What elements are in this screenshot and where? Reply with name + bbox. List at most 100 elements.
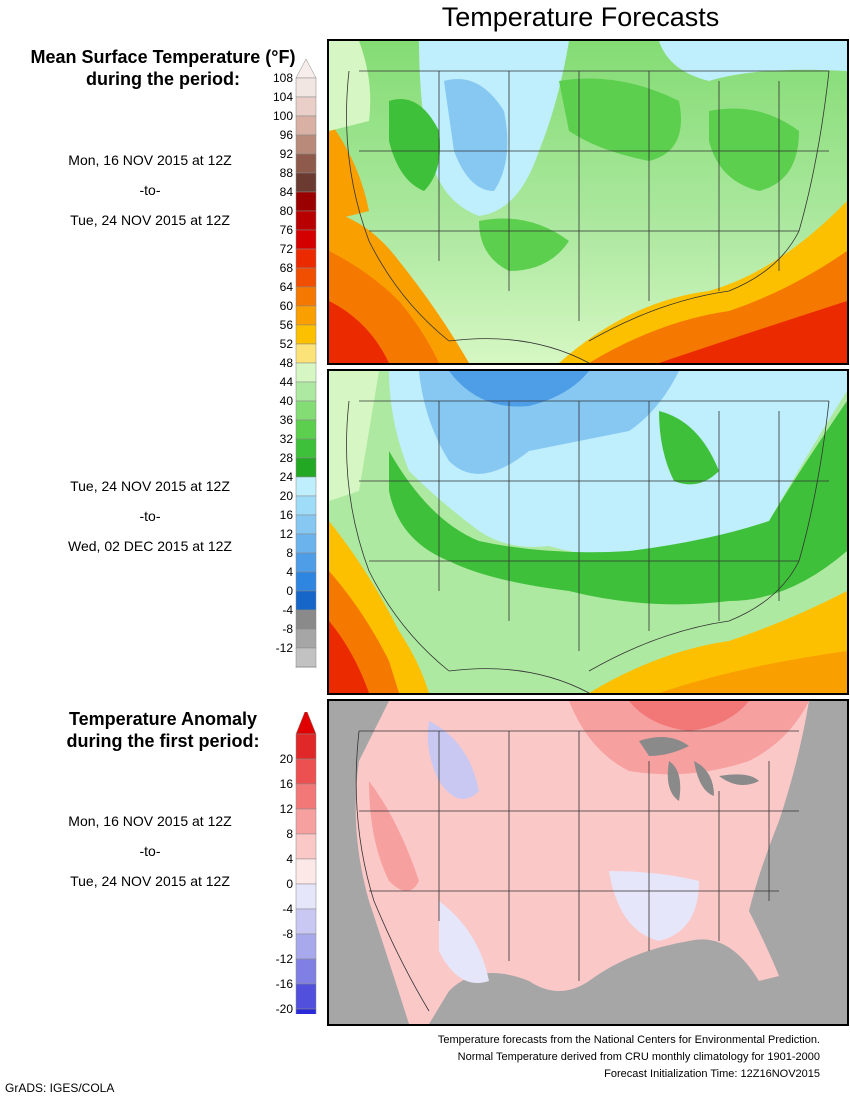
colorbar-tick-label: 64 <box>280 280 294 294</box>
colorbar-swatch <box>295 783 317 810</box>
forecast-week2-map <box>327 369 849 695</box>
colorbar-top-arrow <box>295 712 317 735</box>
colorbar-swatch <box>295 571 317 592</box>
colorbar-tick-label: 104 <box>273 90 293 104</box>
colorbar-swatch <box>295 908 317 935</box>
colorbar-tick-label: 44 <box>280 375 294 389</box>
colorbar-tick-label: 28 <box>280 451 294 465</box>
colorbar-swatch <box>295 457 317 478</box>
colorbar-swatch <box>295 983 317 1010</box>
colorbar-tick-label: 108 <box>273 71 293 85</box>
anomaly-colorbar-boxes <box>295 712 317 1014</box>
mean-colorbar-ticks: 1081041009692888480767268646056524844403… <box>273 71 293 655</box>
colorbar-tick-label: -8 <box>282 927 293 941</box>
period2-separator: -to- <box>139 508 161 524</box>
colorbar-swatch <box>295 172 317 193</box>
period1-start: Mon, 16 NOV 2015 at 12Z <box>68 152 232 168</box>
colorbar-swatch <box>295 343 317 364</box>
colorbar-swatch <box>295 590 317 611</box>
colorbar-swatch <box>295 666 317 668</box>
period1-end: Tue, 24 NOV 2015 at 12Z <box>70 212 230 228</box>
forecast-week1-map <box>327 39 849 365</box>
footer-notes: Temperature forecasts from the National … <box>300 1032 820 1083</box>
colorbar-swatch <box>295 115 317 136</box>
mean-temp-heading-line1: Mean Surface Temperature (°F) <box>30 47 296 67</box>
colorbar-swatch <box>295 286 317 307</box>
colorbar-swatch <box>295 733 317 760</box>
colorbar-tick-label: -20 <box>276 1002 294 1014</box>
colorbar-tick-label: 8 <box>286 546 293 560</box>
colorbar-swatch <box>295 324 317 345</box>
colorbar-swatch <box>295 647 317 668</box>
colorbar-swatch <box>295 858 317 885</box>
period1-separator: -to- <box>139 182 161 198</box>
colorbar-tick-label: 0 <box>286 584 293 598</box>
colorbar-tick-label: 56 <box>280 318 294 332</box>
colorbar-swatch <box>295 400 317 421</box>
colorbar-tick-label: -12 <box>276 641 294 655</box>
colorbar-tick-label: -4 <box>282 902 293 916</box>
colorbar-tick-label: -4 <box>282 603 293 617</box>
colorbar-tick-label: 100 <box>273 109 293 123</box>
colorbar-tick-label: 92 <box>280 147 294 161</box>
colorbar-tick-label: 36 <box>280 413 294 427</box>
colorbar-swatch <box>295 758 317 785</box>
colorbar-swatch <box>295 883 317 910</box>
colorbar-swatch <box>295 933 317 960</box>
colorbar-tick-label: 48 <box>280 356 294 370</box>
colorbar-tick-label: 0 <box>286 877 293 891</box>
colorbar-swatch <box>295 833 317 860</box>
colorbar-swatch <box>295 1008 317 1014</box>
colorbar-tick-label: 80 <box>280 204 294 218</box>
page-title: Temperature Forecasts <box>441 2 720 32</box>
colorbar-swatch <box>295 609 317 630</box>
anomaly-colorbar: 20 16 12 8 4 0 -4 -8 -12 -16 -20 <box>276 712 317 1014</box>
colorbar-swatch <box>295 191 317 212</box>
colorbar-tick-label: 40 <box>280 394 294 408</box>
mean-colorbar-boxes <box>295 58 317 668</box>
colorbar-tick-label: 32 <box>280 432 294 446</box>
colorbar-swatch <box>295 77 317 98</box>
colorbar-tick-label: 16 <box>280 777 294 791</box>
colorbar-tick-label: 4 <box>286 852 293 866</box>
colorbar-swatch <box>295 419 317 440</box>
colorbar-tick-label: 12 <box>280 527 294 541</box>
colorbar-tick-label: 16 <box>280 508 294 522</box>
anomaly-period-label: Mon, 16 NOV 2015 at 12Z -to- Tue, 24 NOV… <box>0 806 300 896</box>
mean-temp-heading-line2: during the period: <box>86 69 240 89</box>
colorbar-tick-label: -16 <box>276 977 294 991</box>
mean-temp-heading: Mean Surface Temperature (°F) during the… <box>0 46 326 90</box>
anomaly-period-start: Mon, 16 NOV 2015 at 12Z <box>68 813 232 829</box>
colorbar-tick-label: 76 <box>280 223 294 237</box>
colorbar-swatch <box>295 438 317 459</box>
colorbar-tick-label: 60 <box>280 299 294 313</box>
colorbar-tick-label: 8 <box>286 827 293 841</box>
colorbar-swatch <box>295 153 317 174</box>
anomaly-period-end: Tue, 24 NOV 2015 at 12Z <box>70 873 230 889</box>
colorbar-swatch <box>295 514 317 535</box>
colorbar-top-arrow <box>295 58 317 79</box>
anomaly-heading-line2: during the first period: <box>66 731 260 751</box>
anomaly-map-canvas <box>329 701 847 1024</box>
period1-label: Mon, 16 NOV 2015 at 12Z -to- Tue, 24 NOV… <box>0 145 300 235</box>
period2-end: Wed, 02 DEC 2015 at 12Z <box>68 538 232 554</box>
colorbar-swatch <box>295 495 317 516</box>
colorbar-tick-label: 20 <box>280 752 294 766</box>
colorbar-swatch <box>295 134 317 155</box>
colorbar-swatch <box>295 808 317 835</box>
colorbar-swatch <box>295 533 317 554</box>
grads-credit: GrADS: IGES/COLA <box>5 1081 115 1095</box>
colorbar-swatch <box>295 305 317 326</box>
anomaly-colorbar-ticks: 20 16 12 8 4 0 -4 -8 -12 -16 -20 <box>276 752 294 1014</box>
colorbar-tick-label: 72 <box>280 242 294 256</box>
colorbar-tick-label: -8 <box>282 622 293 636</box>
forecast-week2-map-canvas <box>329 371 847 693</box>
anomaly-heading-line1: Temperature Anomaly <box>68 709 258 729</box>
colorbar-tick-label: 84 <box>280 185 294 199</box>
period2-start: Tue, 24 NOV 2015 at 12Z <box>70 478 230 494</box>
mean-temp-colorbar: 1081041009692888480767268646056524844403… <box>273 58 317 668</box>
anomaly-period-separator: -to- <box>139 843 161 859</box>
footer-line2: Normal Temperature derived from CRU mont… <box>457 1051 820 1063</box>
colorbar-tick-label: 12 <box>280 802 294 816</box>
colorbar-tick-label: 88 <box>280 166 294 180</box>
